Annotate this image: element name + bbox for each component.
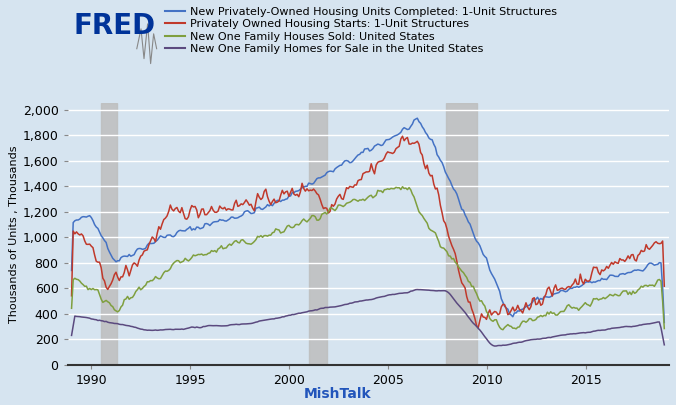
Y-axis label: Thousands of Units , Thousands: Thousands of Units , Thousands [9, 145, 18, 323]
Legend: New Privately-Owned Housing Units Completed: 1-Unit Structures, Privately Owned : New Privately-Owned Housing Units Comple… [161, 2, 561, 59]
Text: FRED: FRED [74, 12, 155, 40]
Bar [445, 103, 477, 364]
Bar [101, 103, 117, 364]
Text: MishTalk: MishTalk [304, 387, 372, 401]
Bar [309, 103, 327, 364]
